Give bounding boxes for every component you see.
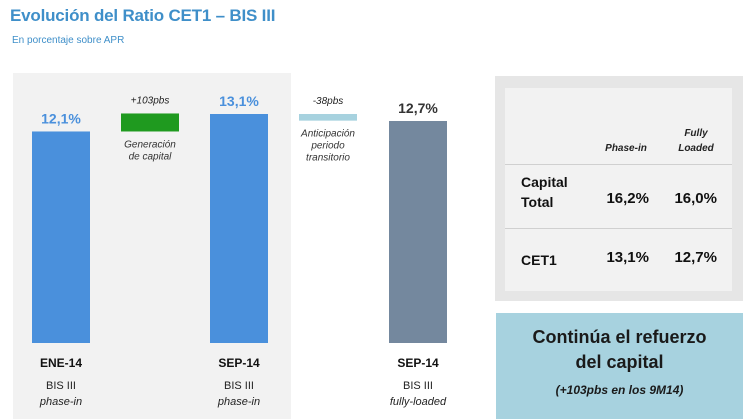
summary-callout: Continúa el refuerzo del capital (+103pb… — [496, 313, 743, 419]
category-label: ENE-14 — [40, 356, 82, 370]
category-label: SEP-14 — [397, 356, 439, 370]
delta-description: Generación — [124, 139, 176, 150]
row-label-line: Capital — [521, 174, 568, 190]
delta-value-label: -38pbs — [313, 96, 344, 107]
capital-table-panel: Phase-in Fully Loaded Capital Total 16,2… — [495, 76, 743, 301]
bar-value-label: 13,1% — [219, 93, 259, 109]
bar-value-label: 12,1% — [41, 110, 81, 126]
cell-cet1-fully-loaded: 12,7% — [674, 249, 717, 266]
category-sublabel: phase-in — [217, 396, 260, 408]
bar-4 — [299, 114, 357, 121]
category-sublabel: BIS III — [224, 380, 254, 392]
delta-description: Anticipación — [300, 129, 355, 140]
callout-headline-line: Continúa el refuerzo — [532, 327, 707, 347]
bar-2 — [121, 113, 179, 132]
column-header-phase-in: Phase-in — [605, 143, 647, 154]
row-label-line: Total — [521, 194, 554, 210]
category-sublabel: fully-loaded — [390, 396, 447, 408]
capital-table: Phase-in Fully Loaded Capital Total 16,2… — [505, 88, 732, 291]
bar-5 — [389, 120, 447, 343]
cell-cet1-phase-in: 13,1% — [606, 249, 649, 266]
row-label-cet1: CET1 — [521, 252, 557, 268]
page-title: Evolución del Ratio CET1 – BIS III — [10, 6, 276, 25]
callout-subtext: (+103pbs en los 9M14) — [555, 383, 684, 397]
delta-value-label: +103pbs — [131, 95, 170, 106]
delta-description: periodo — [310, 141, 345, 152]
category-sublabel: phase-in — [39, 396, 82, 408]
bar-1 — [32, 131, 90, 343]
delta-description: de capital — [129, 151, 173, 162]
column-header-line: Fully — [684, 128, 708, 139]
bar-3 — [210, 114, 268, 343]
callout-headline-line: del capital — [575, 352, 664, 372]
category-label: SEP-14 — [218, 356, 260, 370]
delta-description: transitorio — [306, 153, 350, 164]
cell-capital-total-fully-loaded: 16,0% — [674, 190, 717, 207]
category-sublabel: BIS III — [46, 380, 76, 392]
row-label-capital-total: Capital Total — [521, 172, 568, 212]
table-divider — [505, 164, 732, 165]
category-sublabel: BIS III — [403, 380, 433, 392]
callout-headline: Continúa el refuerzo del capital — [496, 325, 743, 375]
page-subtitle: En porcentaje sobre APR — [12, 35, 125, 46]
bar-value-label: 12,7% — [398, 100, 438, 116]
column-header-fully-loaded: Fully Loaded — [667, 126, 725, 156]
table-divider — [505, 228, 732, 229]
column-header-line: Loaded — [678, 143, 714, 154]
cell-capital-total-phase-in: 16,2% — [606, 190, 649, 207]
